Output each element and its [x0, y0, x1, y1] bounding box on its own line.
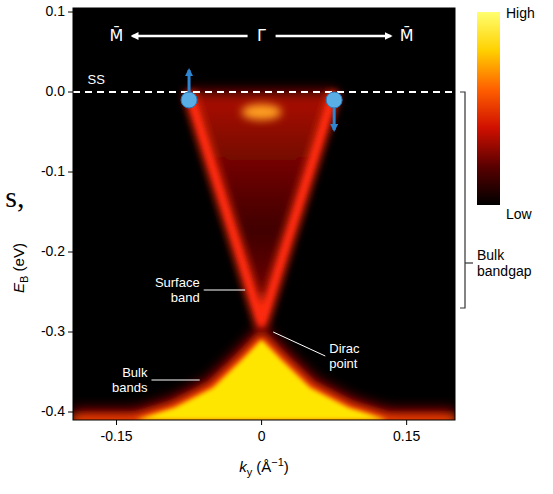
annotation-line: Dirac	[329, 341, 360, 356]
annotation: Surfaceband	[155, 275, 200, 305]
surface-cone-fill	[189, 92, 334, 324]
direction-arrow	[276, 35, 391, 38]
annotation-line: point	[329, 356, 358, 371]
x-tick-label: -0.15	[101, 428, 133, 444]
intensity-spot	[242, 104, 282, 120]
spin-arrow	[188, 70, 191, 92]
annotation-line: band	[171, 290, 200, 305]
spin-arrow	[333, 108, 336, 130]
x-axis-title-part: )	[284, 458, 289, 475]
direction-arrow	[133, 35, 248, 38]
y-tick-label: -0.2	[41, 243, 65, 259]
y-axis-title-part: B	[18, 276, 30, 283]
y-tick	[68, 252, 73, 253]
x-tick	[116, 420, 117, 425]
bandgap-tick	[465, 262, 473, 263]
y-tick	[68, 412, 73, 413]
chart: 0.1 0.0 -0.1 -0.2 -0.3 -0.4 -0.15 0 0.15 ky (Å−1)…	[0, 0, 553, 494]
y-tick	[68, 332, 73, 333]
y-tick-label: -0.4	[41, 403, 65, 419]
colorbar-low-label: Low	[506, 206, 533, 222]
y-axis-title-part: (eV)	[10, 243, 27, 276]
y-tick	[68, 12, 73, 13]
leader-line	[273, 332, 325, 356]
bandgap-label-line: bandgap	[477, 263, 532, 279]
fermi-level-line	[73, 91, 455, 93]
bandgap-label-line: Bulk	[477, 247, 505, 263]
high-symmetry-label: M̄	[110, 26, 124, 45]
annotation: SS	[88, 72, 106, 87]
bandgap-bracket	[460, 92, 465, 308]
annotation-line: Bulk	[122, 365, 148, 380]
y-tick-label: 0.1	[46, 3, 66, 19]
annotation: Diracpoint	[329, 341, 360, 371]
plot-background	[73, 8, 455, 420]
surface-band	[189, 92, 334, 324]
x-axis-title-part: −1	[271, 456, 284, 468]
y-axis-title: EB (eV)	[10, 243, 30, 293]
fragment-text: s,	[5, 180, 24, 213]
y-tick	[68, 92, 73, 93]
x-axis-title-part: (Å	[252, 458, 271, 475]
leader-line	[151, 380, 199, 381]
y-tick-label: -0.3	[41, 323, 65, 339]
x-tick	[406, 420, 407, 425]
bulk-band	[73, 340, 455, 420]
y-tick	[68, 172, 73, 173]
bulk-band-glow	[73, 340, 455, 420]
x-tick	[261, 420, 262, 425]
high-symmetry-label: M̄	[400, 26, 414, 45]
x-tick-label: 0	[258, 428, 266, 444]
annotation: Bulkbands	[112, 365, 148, 395]
spin-electron	[181, 92, 197, 108]
plot-frame	[73, 8, 455, 420]
spin-electron	[326, 92, 342, 108]
annotation-line: bands	[112, 380, 148, 395]
surface-band-glow	[189, 92, 334, 324]
high-symmetry-label: Γ̄	[257, 26, 266, 45]
annotation-line: Surface	[155, 275, 200, 290]
colorbar-high-label: High	[506, 5, 535, 21]
bulk-band-halo	[73, 340, 455, 420]
x-tick-label: 0.15	[393, 428, 420, 444]
annotation-line: SS	[88, 72, 106, 87]
leader-line	[204, 290, 245, 291]
y-tick-label: 0.0	[46, 83, 66, 99]
data-group	[73, 70, 455, 420]
y-tick-label: -0.1	[41, 163, 65, 179]
colorbar	[477, 12, 500, 205]
bandgap-label: Bulkbandgap	[477, 247, 532, 279]
x-axis-title: ky (Å−1)	[239, 456, 289, 478]
